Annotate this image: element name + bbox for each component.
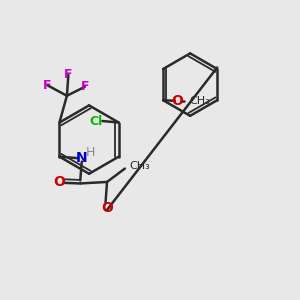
Text: F: F — [80, 80, 89, 93]
Text: O: O — [101, 201, 113, 215]
Text: N: N — [76, 151, 88, 165]
Text: CH₃: CH₃ — [190, 96, 211, 106]
Text: F: F — [64, 68, 73, 82]
Text: CH₃: CH₃ — [129, 160, 150, 171]
Text: O: O — [171, 94, 183, 108]
Text: O: O — [53, 175, 65, 189]
Text: H: H — [86, 146, 95, 159]
Text: Cl: Cl — [90, 115, 103, 128]
Text: F: F — [43, 79, 52, 92]
